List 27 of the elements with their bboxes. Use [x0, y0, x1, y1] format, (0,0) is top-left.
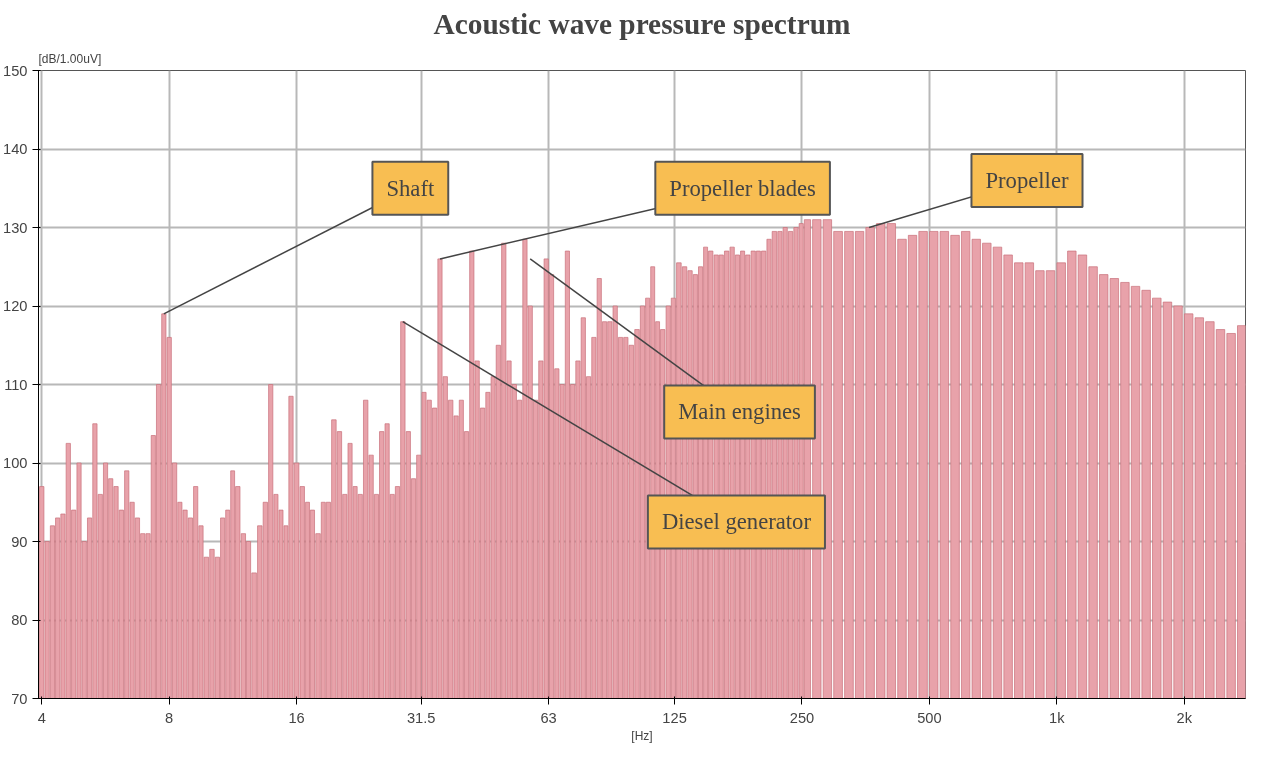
y-tick-label: 130 — [3, 219, 28, 236]
annotation: Main engines — [678, 399, 801, 425]
x-tick-label: 125 — [662, 709, 687, 726]
y-tick-label: 150 — [3, 62, 28, 79]
y-tick-label: 120 — [3, 298, 28, 314]
x-tick-label: 2k — [1176, 709, 1193, 726]
x-tick-label: 16 — [288, 709, 305, 726]
x-tick-label: 1k — [1049, 709, 1066, 726]
y-tick-label: 70 — [11, 690, 28, 707]
y-tick-label: 100 — [3, 455, 28, 471]
y-tick-label: 90 — [11, 533, 28, 550]
annotation: Propeller — [985, 167, 1069, 193]
x-tick-label: 31.5 — [406, 709, 436, 726]
y-axis-title: [dB/1.00uV] — [38, 51, 102, 66]
x-tick-label: 8 — [165, 709, 174, 726]
y-tick-label: 110 — [4, 376, 28, 393]
annotation: Diesel generator — [661, 509, 812, 535]
annotation: Propeller blades — [669, 175, 816, 201]
x-tick-label: 500 — [917, 709, 942, 726]
x-tick-label: 63 — [540, 709, 557, 726]
x-axis-title: [Hz] — [631, 728, 653, 743]
y-tick-label: 80 — [11, 612, 28, 628]
chart-title: Acoustic wave pressure spectrum — [433, 7, 851, 40]
y-tick-label: 140 — [3, 141, 28, 157]
x-tick-label: 250 — [789, 709, 815, 726]
annotation: Shaft — [386, 175, 435, 201]
x-tick-label: 4 — [37, 709, 46, 726]
